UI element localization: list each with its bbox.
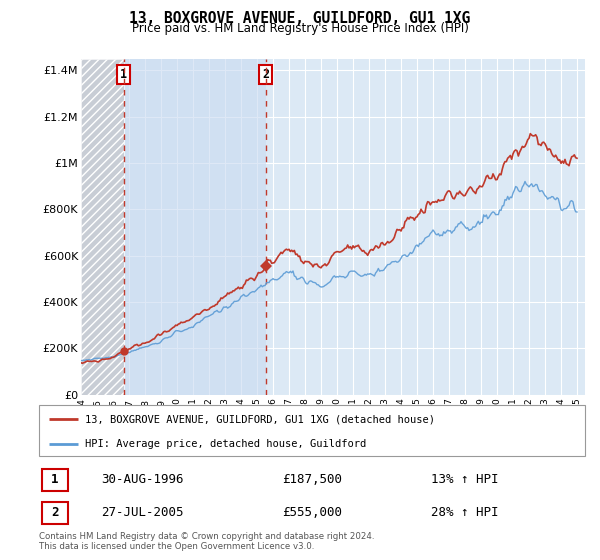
Text: £555,000: £555,000: [282, 506, 342, 520]
Text: HPI: Average price, detached house, Guildford: HPI: Average price, detached house, Guil…: [85, 438, 367, 449]
FancyBboxPatch shape: [42, 502, 68, 524]
Bar: [124, 59, 266, 395]
Text: Price paid vs. HM Land Registry's House Price Index (HPI): Price paid vs. HM Land Registry's House …: [131, 22, 469, 35]
Text: Contains HM Land Registry data © Crown copyright and database right 2024.
This d: Contains HM Land Registry data © Crown c…: [39, 532, 374, 552]
Text: 2: 2: [262, 68, 269, 81]
FancyBboxPatch shape: [39, 405, 585, 456]
Text: £187,500: £187,500: [282, 473, 342, 487]
Text: 13, BOXGROVE AVENUE, GUILDFORD, GU1 1XG (detached house): 13, BOXGROVE AVENUE, GUILDFORD, GU1 1XG …: [85, 414, 436, 424]
Text: 1: 1: [51, 473, 59, 487]
Bar: [81, 59, 124, 395]
Bar: [81, 59, 124, 395]
Text: 13, BOXGROVE AVENUE, GUILDFORD, GU1 1XG: 13, BOXGROVE AVENUE, GUILDFORD, GU1 1XG: [130, 11, 470, 26]
Text: 13% ↑ HPI: 13% ↑ HPI: [431, 473, 499, 487]
Text: 27-JUL-2005: 27-JUL-2005: [101, 506, 184, 520]
Text: 28% ↑ HPI: 28% ↑ HPI: [431, 506, 499, 520]
Text: 1: 1: [120, 68, 127, 81]
Text: 2: 2: [51, 506, 59, 520]
FancyBboxPatch shape: [42, 469, 68, 491]
Text: 30-AUG-1996: 30-AUG-1996: [101, 473, 184, 487]
